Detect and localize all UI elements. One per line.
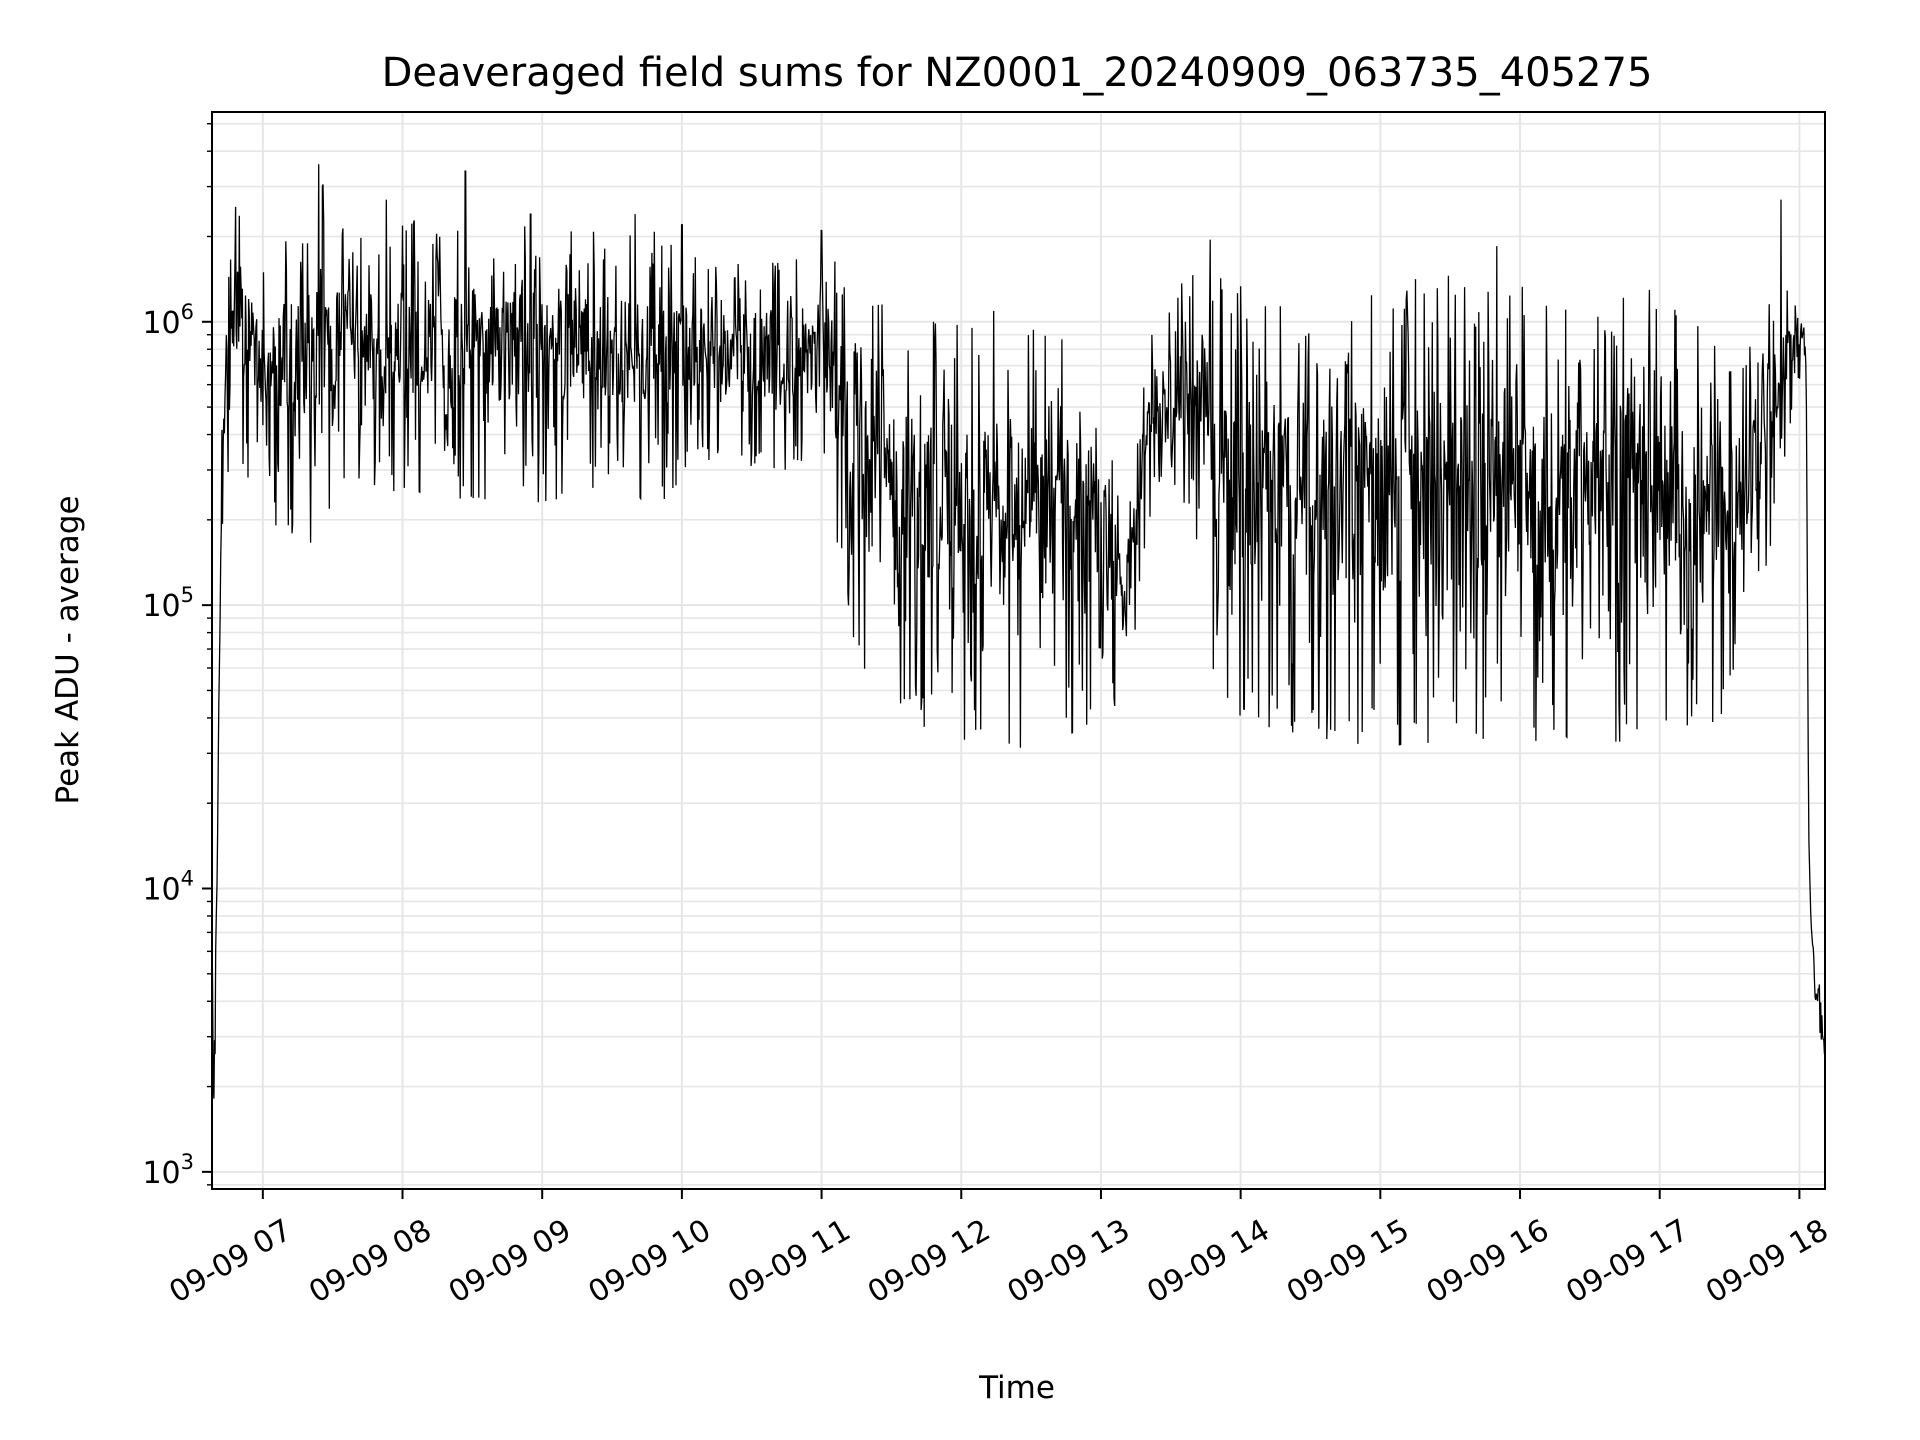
plot-area — [212, 164, 1825, 1099]
y-tick-label-base: 10 — [142, 589, 180, 624]
y-tick-label-exponent: 3 — [181, 1150, 194, 1174]
y-tick-label-exponent: 5 — [181, 583, 194, 607]
y-tick-label: 103 — [142, 1150, 194, 1191]
x-gridlines — [261, 112, 1801, 1189]
y-tick-label-base: 10 — [142, 306, 180, 341]
y-tick-label: 106 — [142, 300, 194, 341]
y-axis-label: Peak ADU - average — [50, 495, 86, 804]
y-tick-label: 105 — [142, 583, 194, 624]
y-tick-label-exponent: 4 — [181, 867, 194, 891]
plot-frame — [211, 111, 1826, 1190]
y-tick-label-base: 10 — [142, 873, 180, 908]
series-line — [212, 164, 1825, 1099]
chart-title: Deaveraged field sums for NZ0001_2024090… — [382, 50, 1653, 96]
x-axis-label: Time — [978, 1370, 1055, 1406]
y-tick-label-exponent: 6 — [181, 300, 194, 324]
y-tick-label-base: 10 — [142, 1156, 180, 1191]
y-tick-label: 104 — [142, 867, 194, 908]
